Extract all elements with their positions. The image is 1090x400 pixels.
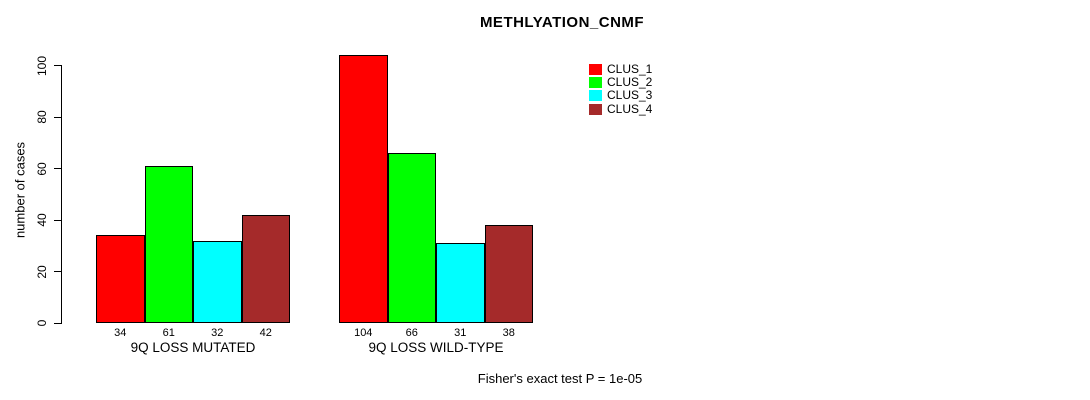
y-tick [54, 322, 61, 324]
bar-clus_3-group2 [436, 243, 485, 323]
bar-value-label: 34 [114, 327, 127, 339]
y-tick [54, 168, 61, 169]
y-tick [54, 116, 61, 118]
legend-label: CLUS_4 [607, 101, 653, 116]
y-tick-label: 100 [35, 55, 49, 76]
legend-item-clus_1: CLUS_1 [589, 63, 652, 76]
bar-clus_2-group2 [387, 153, 436, 323]
bar-value-label: 104 [354, 327, 373, 339]
y-tick-label: 60 [35, 161, 49, 176]
legend-item-clus_3: CLUS_3 [589, 89, 652, 102]
bar-value-label: 66 [405, 327, 418, 339]
bar-value-label: 32 [211, 327, 224, 339]
bar-clus_1-group2 [339, 55, 388, 323]
y-tick-label: 80 [35, 110, 49, 124]
chart-title: METHLYATION_CNMF [479, 14, 645, 31]
legend-swatch-icon [589, 103, 602, 115]
legend-label: CLUS_2 [607, 75, 653, 90]
bar-value-label: 38 [502, 327, 515, 339]
legend-item-clus_2: CLUS_2 [589, 76, 652, 89]
bar-clus_2-group1 [144, 165, 193, 323]
annotation-text: Fisher's exact test P = 1e-05 [477, 371, 643, 386]
legend-swatch-icon [589, 90, 602, 102]
y-tick [54, 65, 61, 66]
y-tick [54, 271, 61, 272]
legend-swatch-icon [589, 64, 602, 76]
y-tick-label: 40 [35, 213, 49, 227]
bar-value-label: 31 [454, 327, 467, 339]
legend-swatch-icon [589, 77, 602, 89]
bar-clus_4-group2 [484, 225, 533, 323]
group-label: 9Q LOSS WILD-TYPE [368, 340, 504, 355]
bar-value-label: 61 [162, 327, 175, 339]
legend: CLUS_1 CLUS_2 CLUS_3 CLUS_4 [589, 63, 652, 116]
legend-label: CLUS_3 [607, 88, 653, 103]
bar-value-label: 42 [259, 327, 272, 339]
group-label: 9Q LOSS MUTATED [130, 340, 256, 355]
y-tick-label: 0 [35, 319, 49, 327]
bar-clus_4-group1 [241, 214, 290, 323]
bar-clus_1-group1 [96, 235, 145, 323]
legend-label: CLUS_1 [607, 62, 653, 77]
y-tick [54, 219, 61, 221]
bar-clus_3-group1 [193, 240, 242, 323]
legend-item-clus_4: CLUS_4 [589, 101, 653, 116]
y-axis-label: number of cases [12, 141, 28, 239]
y-axis-line [61, 65, 62, 324]
y-tick-label: 20 [35, 264, 49, 279]
